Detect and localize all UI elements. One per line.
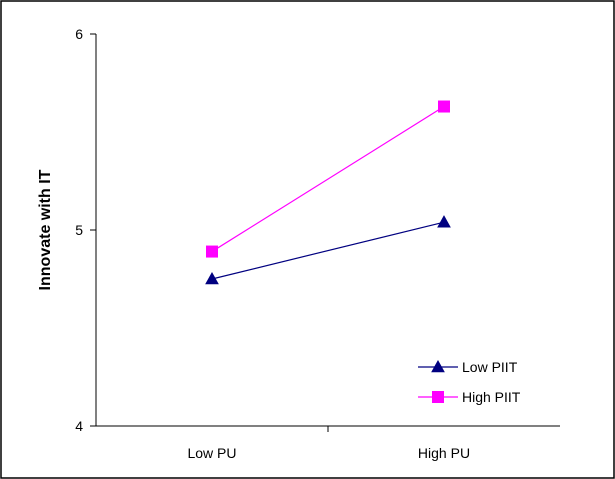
x-ticks: Low PU High PU	[187, 426, 470, 461]
legend-marker-high-piit	[432, 391, 444, 403]
y-axis-label: Innovate with IT	[37, 169, 54, 290]
y-tick-label: 6	[75, 26, 83, 42]
x-tick-label: High PU	[418, 445, 470, 461]
data-point-low-piit	[205, 271, 219, 285]
legend-label-high-piit: High PIIT	[462, 389, 521, 405]
data-point-high-piit	[438, 100, 450, 113]
legend: Low PIIT High PIIT	[418, 359, 521, 405]
series-line-high-piit	[211, 106, 445, 253]
data-point-high-piit	[206, 245, 218, 258]
y-tick-label: 4	[75, 418, 83, 434]
legend-marker-low-piit	[431, 359, 445, 373]
series-layer	[205, 100, 451, 285]
y-ticks: 4 5 6	[75, 26, 96, 434]
series-line-low-piit	[211, 221, 445, 280]
y-tick-label: 5	[75, 222, 83, 238]
legend-label-low-piit: Low PIIT	[462, 359, 518, 375]
x-tick-label: Low PU	[187, 445, 236, 461]
data-point-low-piit	[437, 215, 451, 228]
